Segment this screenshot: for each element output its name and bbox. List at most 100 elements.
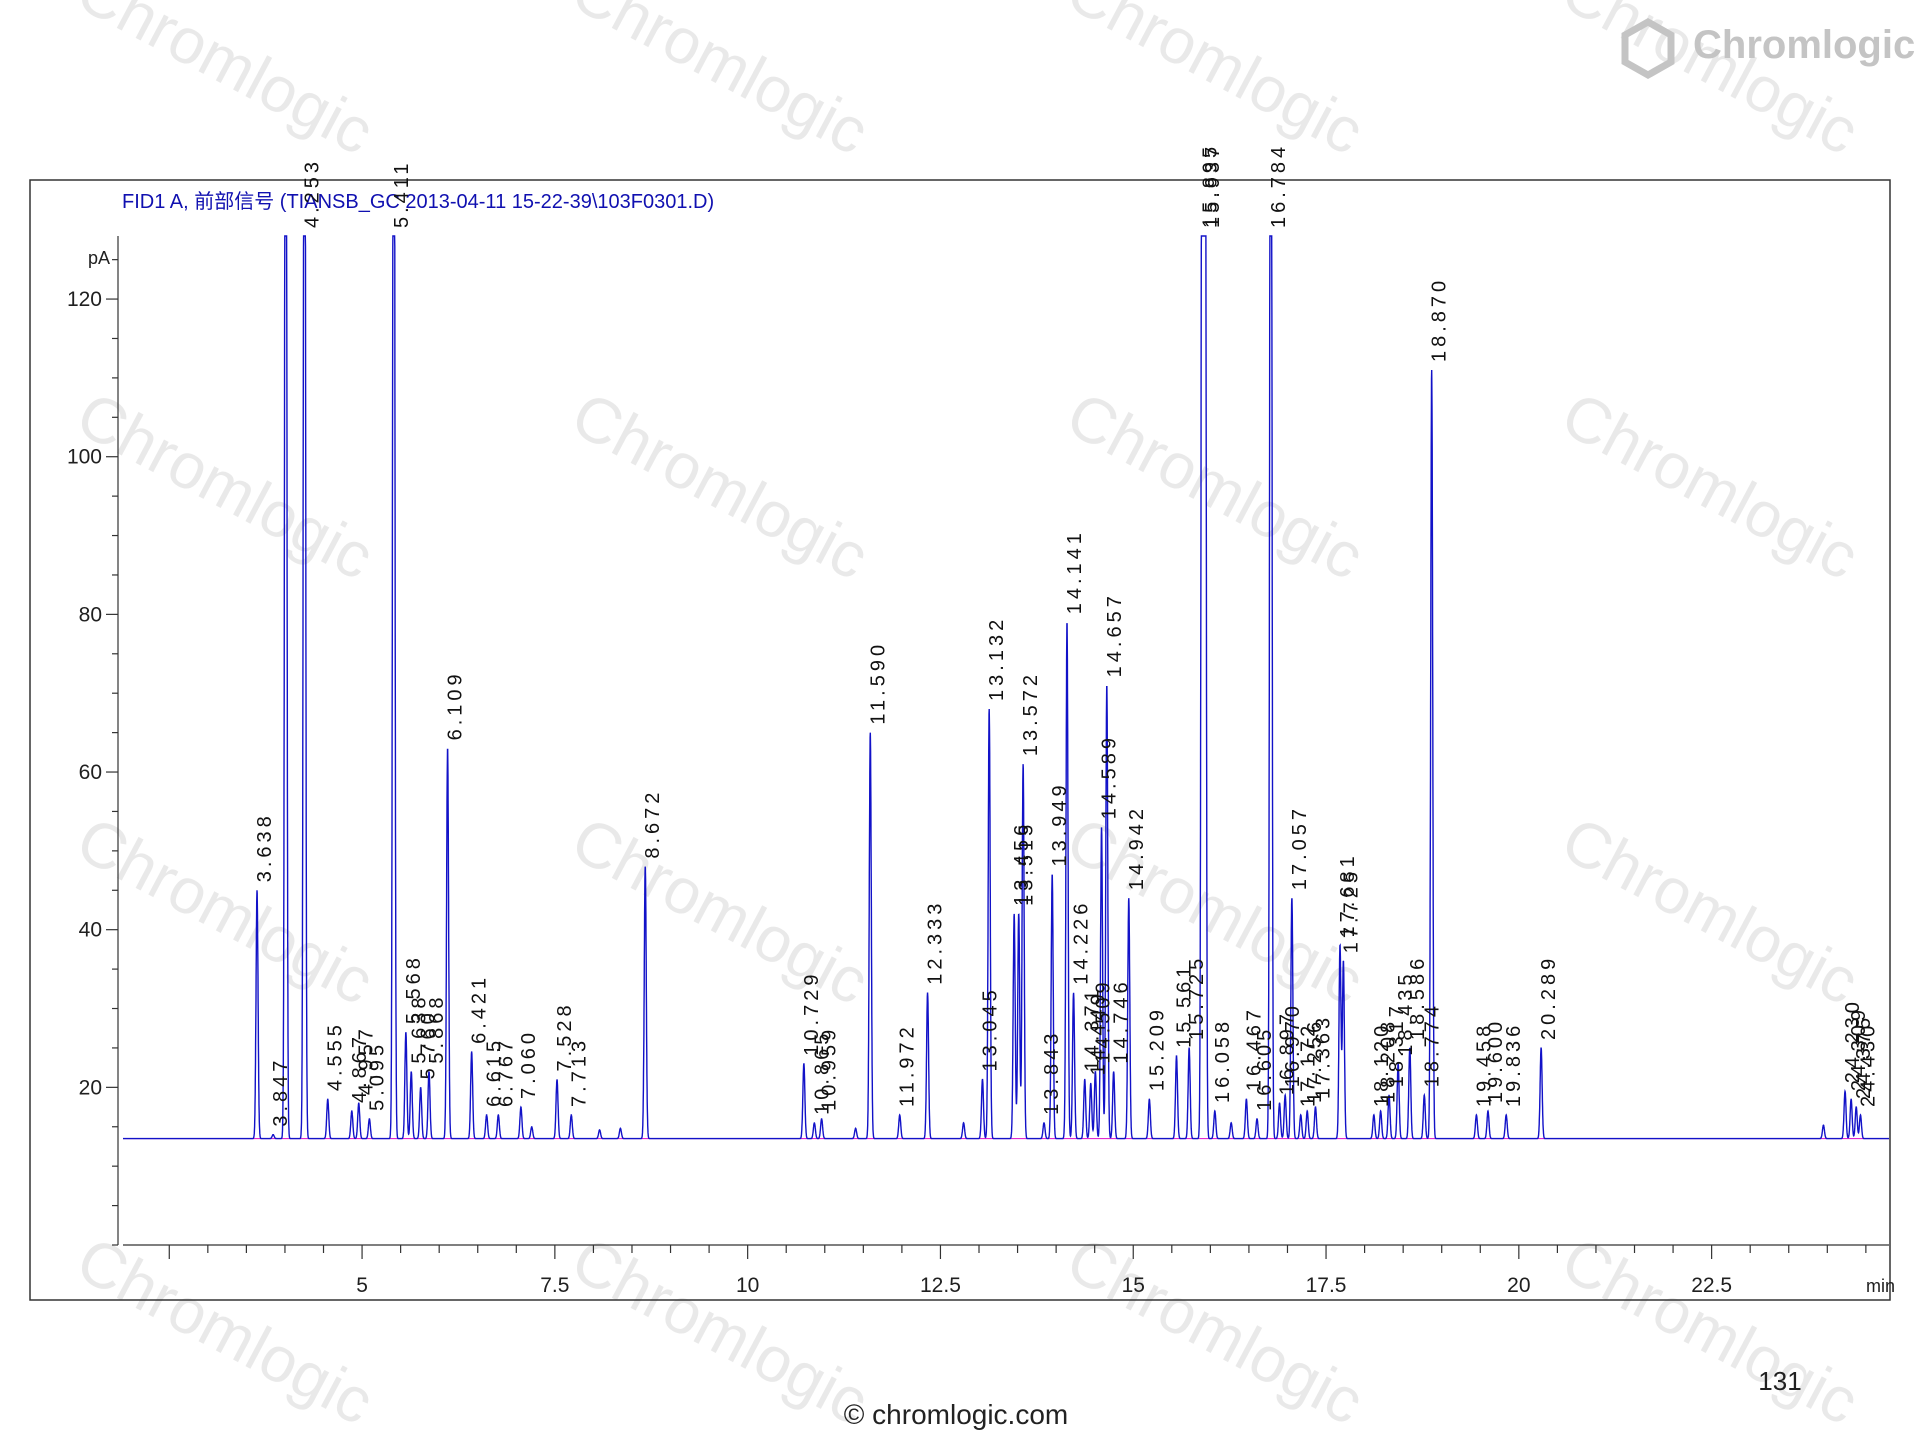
peak-rt-label: 11.590 <box>867 641 889 725</box>
peak-rt-label: 8.672 <box>642 789 664 859</box>
x-tick-label: 22.5 <box>1691 1274 1732 1297</box>
peak-rt-label: 14.141 <box>1064 529 1086 614</box>
x-tick-label: 7.5 <box>540 1274 569 1297</box>
peak-rt-label: 4.867 <box>349 1033 371 1103</box>
peak-rt-label: 18.120 <box>1371 1022 1393 1107</box>
peak-rt-label: 11.972 <box>897 1023 919 1107</box>
peak-rt-label: 16.605 <box>1254 1026 1276 1111</box>
peak-rt-label: 16.784 <box>1268 143 1290 228</box>
peak-rt-label: 16.897 <box>1277 1010 1299 1095</box>
y-tick-label: 40 <box>79 919 102 942</box>
y-tick-label: 100 <box>67 446 102 469</box>
peak-rt-label: 15.937 <box>1202 143 1224 228</box>
peak-rt-label: 14.371 <box>1082 986 1104 1071</box>
x-tick-label: 15 <box>1122 1274 1145 1297</box>
peak-rt-label: 17.057 <box>1289 805 1311 890</box>
peak-rt-label: 15.209 <box>1146 1006 1168 1091</box>
peak-rt-label: 12.333 <box>925 900 947 985</box>
peak-rt-label: 6.421 <box>469 974 491 1044</box>
peak-rt-label: 18.208 <box>1378 1018 1400 1103</box>
peak-rt-label: 15.895 <box>1199 143 1221 228</box>
chart-title: FID1 A, 前部信号 (TIANSB_GC 2013-04-11 15-22… <box>122 190 714 213</box>
peak-rt-label: 5.411 <box>391 159 413 228</box>
x-tick-label: 20 <box>1507 1274 1530 1297</box>
peak-rt-label: 18.317 <box>1386 1002 1408 1087</box>
peak-rt-label: 7.528 <box>554 1001 576 1071</box>
peak-rt-label: 14.226 <box>1071 900 1093 985</box>
x-tick-label: 5 <box>356 1274 368 1297</box>
peak-rt-label: 4.555 <box>325 1021 347 1091</box>
watermark-text: Chromlogic <box>561 803 881 1019</box>
peak-rt-label: 10.865 <box>811 1030 833 1115</box>
peak-rt-label: 19.600 <box>1485 1018 1507 1103</box>
watermark-text: Chromlogic <box>66 1223 386 1439</box>
peak-rt-label: 5.095 <box>366 1041 388 1111</box>
peak-rt-label: 17.363 <box>1312 1014 1334 1099</box>
peak-rt-label: 18.435 <box>1395 971 1417 1056</box>
peak-rt-label: 18.586 <box>1407 955 1429 1040</box>
watermark-text: Chromlogic <box>66 378 386 594</box>
peak-rt-label: 18.774 <box>1421 1002 1443 1087</box>
watermark-text: Chromlogic <box>561 0 881 168</box>
hexagon-logo-icon <box>1621 17 1675 80</box>
peak-rt-label: 17.681 <box>1337 852 1359 937</box>
peak-rt-label: 17.172 <box>1298 1022 1320 1107</box>
peak-rt-label: 17.256 <box>1304 1018 1326 1103</box>
peak-rt-label: 4.957 <box>356 1025 378 1095</box>
peak-rt-label: 14.746 <box>1111 978 1133 1063</box>
peak-rt-label: 5.568 <box>403 954 425 1024</box>
peak-rt-label: 5.868 <box>426 994 448 1064</box>
watermark-text: Chromlogic <box>561 1223 881 1439</box>
watermark-text: Chromlogic <box>1056 378 1376 594</box>
peak-rt-label: 6.615 <box>484 1037 506 1107</box>
x-axis-unit-label: min <box>1866 1276 1895 1296</box>
footer-credit: © chromlogic.com <box>844 1399 1068 1430</box>
watermark-text: Chromlogic <box>1056 1223 1376 1439</box>
peak-rt-label: 4.253 <box>301 158 323 228</box>
x-tick-label: 12.5 <box>920 1274 961 1297</box>
peak-rt-label: 20.289 <box>1538 955 1560 1040</box>
peak-rt-label: 16.970 <box>1282 1002 1304 1087</box>
peak-rt-label: 16.467 <box>1243 1006 1265 1091</box>
peak-rt-label: 10.959 <box>819 1026 841 1111</box>
peak-rt-label: 18.870 <box>1429 277 1451 362</box>
y-tick-label: 80 <box>79 603 102 626</box>
y-axis: pA 20 40 60 80 100 120 <box>67 236 119 1246</box>
peak-rt-label: 24.309 <box>1848 1006 1870 1091</box>
page-number: 131 <box>1758 1366 1801 1396</box>
y-tick-label: 20 <box>79 1076 102 1099</box>
x-tick-label: 10 <box>736 1274 759 1297</box>
peak-rt-label: 13.515 <box>1016 821 1038 906</box>
brand-logo: Chromlogic <box>1621 17 1915 80</box>
x-tick-label: 17.5 <box>1306 1274 1347 1297</box>
chromatogram-trace <box>123 235 1889 1140</box>
peak-rt-label: 3.847 <box>270 1057 292 1127</box>
peak-rt-label: 6.767 <box>495 1037 517 1107</box>
y-tick-label: 60 <box>79 761 102 784</box>
watermark-text: Chromlogic <box>1551 1223 1871 1439</box>
watermark-text: Chromlogic <box>1551 803 1871 1019</box>
peak-rt-label: 16.058 <box>1212 1018 1234 1103</box>
peak-rt-label: 10.729 <box>801 971 823 1056</box>
peak-rt-label: 17.725 <box>1340 868 1362 953</box>
y-axis-unit-label: pA <box>88 248 110 268</box>
peak-rt-label: 13.132 <box>986 616 1008 701</box>
watermark-text: Chromlogic <box>66 803 386 1019</box>
peak-rt-label: 5.760 <box>418 1009 440 1079</box>
peak-rt-label: 19.836 <box>1503 1022 1525 1107</box>
peak-rt-label: 14.449 <box>1088 990 1110 1075</box>
y-tick-label: 120 <box>67 288 102 311</box>
peak-rt-label: 7.060 <box>518 1029 540 1099</box>
peak-rt-label: 14.589 <box>1099 734 1121 819</box>
peak-rt-label: 13.456 <box>1011 821 1033 906</box>
watermark-text: Chromlogic <box>1551 378 1871 594</box>
watermark-text: Chromlogic <box>561 378 881 594</box>
peak-rt-label: 14.657 <box>1104 592 1126 677</box>
watermark-text: Chromlogic <box>66 0 386 168</box>
watermark-layer: Chromlogic Chromlogic Chromlogic Chromlogic… <box>66 0 1871 1438</box>
peak-rt-label: 3.638 <box>254 812 276 882</box>
peak-rt-label: 14.942 <box>1126 805 1148 890</box>
